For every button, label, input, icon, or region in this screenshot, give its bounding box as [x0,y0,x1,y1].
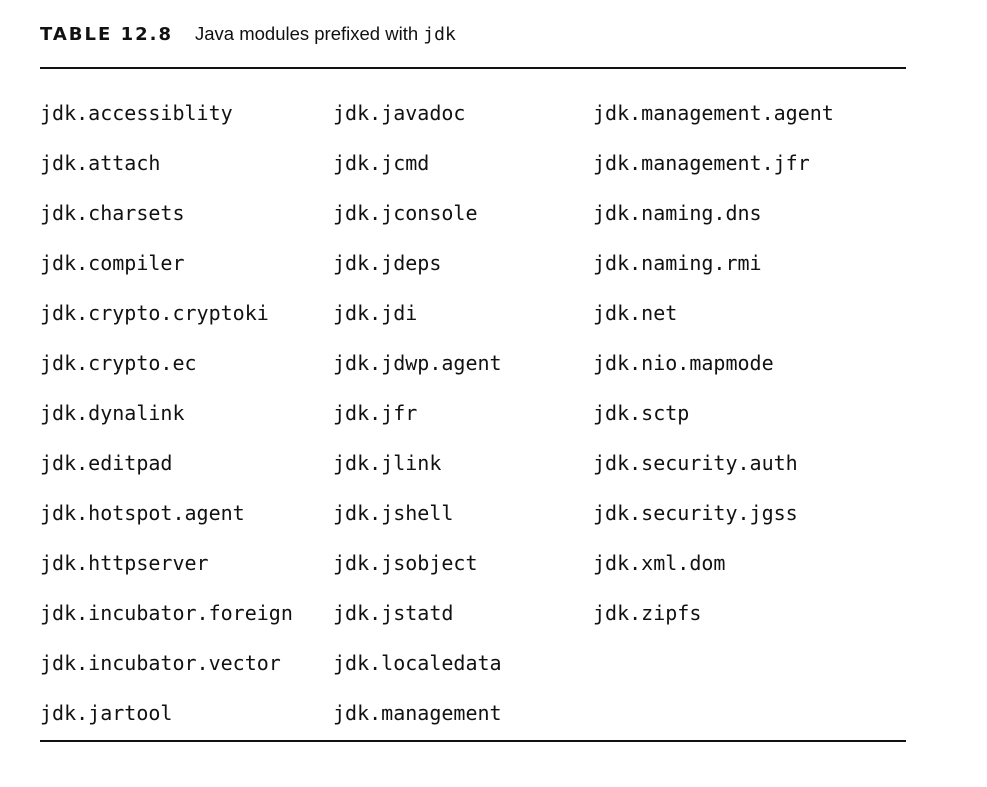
table-cell: jdk.management.agent [593,101,834,125]
table-number: TABLE 12.8 [40,24,173,45]
table-cell: jdk.jdeps [333,251,442,275]
table-caption: TABLE 12.8 Java modules prefixed with jdk [40,22,456,46]
table-cell: jdk.jconsole [333,201,478,225]
table-cell: jdk.jstatd [333,601,454,625]
table-cell: jdk.naming.dns [593,201,762,225]
table-column-1: jdk.accessiblity jdk.attach jdk.charsets… [40,88,293,738]
table-cell: jdk.charsets [40,201,185,225]
table-cell: jdk.incubator.vector [40,651,281,675]
table-cell: jdk.jdwp.agent [333,351,502,375]
table-top-rule [40,67,906,69]
table-cell: jdk.attach [40,151,161,175]
table-cell: jdk.jcmd [333,151,430,175]
table-cell: jdk.incubator.foreign [40,601,293,625]
table-cell: jdk.jlink [333,451,442,475]
table-cell: jdk.accessiblity [40,101,233,125]
table-cell: jdk.jshell [333,501,454,525]
table-cell: jdk.zipfs [593,601,702,625]
table-cell: jdk.security.auth [593,451,798,475]
table-cell: jdk.sctp [593,401,690,425]
table-cell: jdk.httpserver [40,551,209,575]
table-cell: jdk.jsobject [333,551,478,575]
table-cell: jdk.naming.rmi [593,251,762,275]
table-cell: jdk.javadoc [333,101,466,125]
table-cell: jdk.management [333,701,502,725]
table-cell: jdk.crypto.ec [40,351,197,375]
table-column-2: jdk.javadoc jdk.jcmd jdk.jconsole jdk.jd… [333,88,502,738]
table-cell: jdk.compiler [40,251,185,275]
table-cell: jdk.xml.dom [593,551,726,575]
table-cell: jdk.management.jfr [593,151,810,175]
table-column-3: jdk.management.agent jdk.management.jfr … [593,88,834,638]
table-cell: jdk.hotspot.agent [40,501,245,525]
table-cell: jdk.dynalink [40,401,185,425]
table-cell: jdk.jartool [40,701,173,725]
table-cell: jdk.jfr [333,401,418,425]
table-title-code: jdk [423,24,456,45]
table-bottom-rule [40,740,906,742]
table-cell: jdk.localedata [333,651,502,675]
table-cell: jdk.nio.mapmode [593,351,774,375]
table-cell: jdk.security.jgss [593,501,798,525]
table-cell: jdk.net [593,301,678,325]
table-cell: jdk.jdi [333,301,418,325]
table-cell: jdk.editpad [40,451,173,475]
table-title: Java modules prefixed with [194,23,424,44]
table-cell: jdk.crypto.cryptoki [40,301,269,325]
